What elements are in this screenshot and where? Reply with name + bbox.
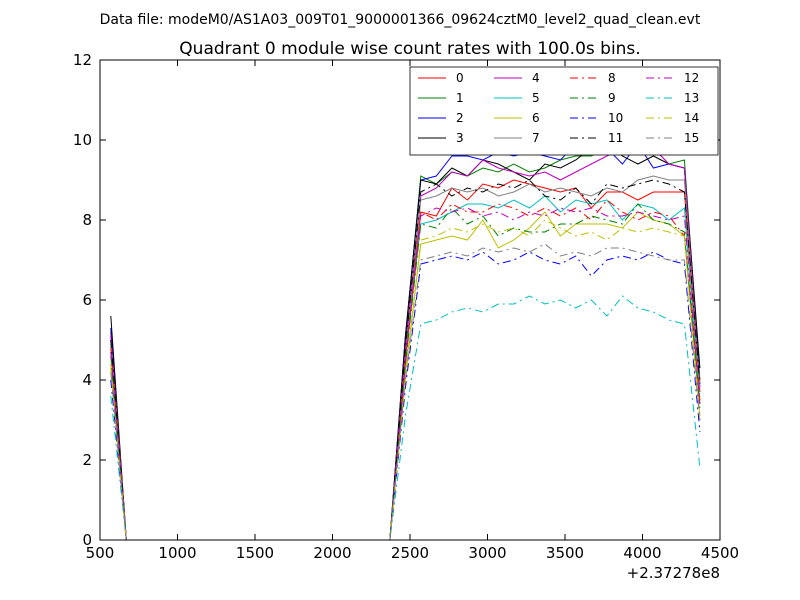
series-line-3 (110, 143, 701, 541)
x-tick-label: 3500 (546, 544, 584, 562)
legend-label-15: 15 (684, 131, 699, 145)
legend-label-14: 14 (684, 111, 699, 125)
legend-box (409, 66, 719, 156)
series-line-12 (110, 207, 701, 541)
x-tick-label: 2000 (313, 544, 351, 562)
series-line-15 (110, 243, 701, 541)
series-line-8 (110, 199, 701, 541)
x-tick-label: 1000 (158, 544, 196, 562)
series-line-11 (110, 179, 701, 541)
y-tick-label: 12 (73, 51, 92, 69)
legend-label-8: 8 (608, 71, 616, 85)
series-line-9 (110, 203, 701, 541)
legend-label-12: 12 (684, 71, 699, 85)
series-line-10 (110, 251, 701, 541)
legend-label-4: 4 (532, 71, 540, 85)
series-line-14 (110, 219, 701, 541)
x-tick-label: 3000 (468, 544, 506, 562)
x-tick-label: 4500 (701, 544, 739, 562)
y-tick-label: 8 (82, 211, 92, 229)
legend-label-0: 0 (456, 71, 464, 85)
series-line-7 (110, 175, 701, 541)
y-tick-label: 0 (82, 531, 92, 549)
legend-label-2: 2 (456, 111, 464, 125)
x-tick-label: 2500 (391, 544, 429, 562)
axis-ticks: 500 1000 1500 2000 2500 3000 3500 4000 4500 0 2 4 6 8… (73, 51, 739, 562)
legend-label-13: 13 (684, 91, 699, 105)
legend-label-10: 10 (608, 111, 623, 125)
x-tick-label: 4000 (623, 544, 661, 562)
legend-label-11: 11 (608, 131, 623, 145)
y-tick-label: 10 (73, 131, 92, 149)
x-tick-label: 500 (86, 544, 115, 562)
chart-title: Quadrant 0 module wise count rates with … (179, 39, 640, 59)
legend-label-3: 3 (456, 131, 464, 145)
legend-label-1: 1 (456, 91, 464, 105)
legend-label-5: 5 (532, 91, 540, 105)
data-file-supertitle: Data file: modeM0/AS1A03_009T01_90000013… (100, 12, 701, 28)
y-tick-label: 2 (82, 451, 92, 469)
legend-label-6: 6 (532, 111, 540, 125)
y-tick-label: 6 (82, 291, 92, 309)
legend-label-9: 9 (608, 91, 616, 105)
series-line-13 (110, 295, 701, 541)
x-tick-label: 1500 (236, 544, 274, 562)
series-layer (110, 143, 701, 541)
x-axis-offset-label: +2.37278e8 (627, 564, 720, 582)
legend-label-7: 7 (532, 131, 540, 145)
y-tick-label: 4 (82, 371, 92, 389)
